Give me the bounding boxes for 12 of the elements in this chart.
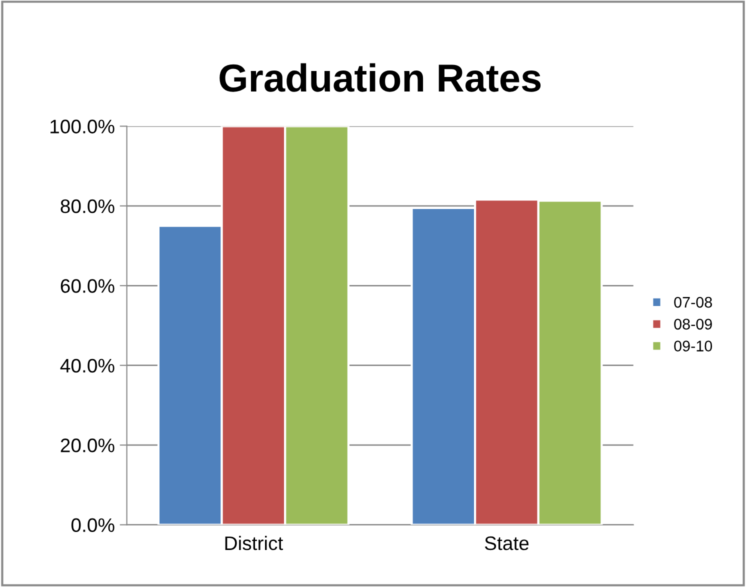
legend-label: 09-10	[674, 340, 712, 352]
y-tick-label: 40.0%	[60, 358, 114, 373]
x-tick-label: District	[225, 536, 284, 550]
y-tick-label: 100.0%	[50, 120, 114, 134]
y-tick-label: 0.0%	[71, 518, 114, 532]
y-tick-label: 80.0%	[60, 199, 114, 214]
legend-label: 07-08	[674, 296, 712, 308]
y-tick-label: 20.0%	[60, 438, 114, 452]
y-tick-label: 60.0%	[60, 279, 114, 293]
x-tick-label: State	[484, 536, 529, 550]
chart-title: Graduation Rates	[220, 63, 541, 92]
legend-label: 08-09	[674, 318, 712, 330]
